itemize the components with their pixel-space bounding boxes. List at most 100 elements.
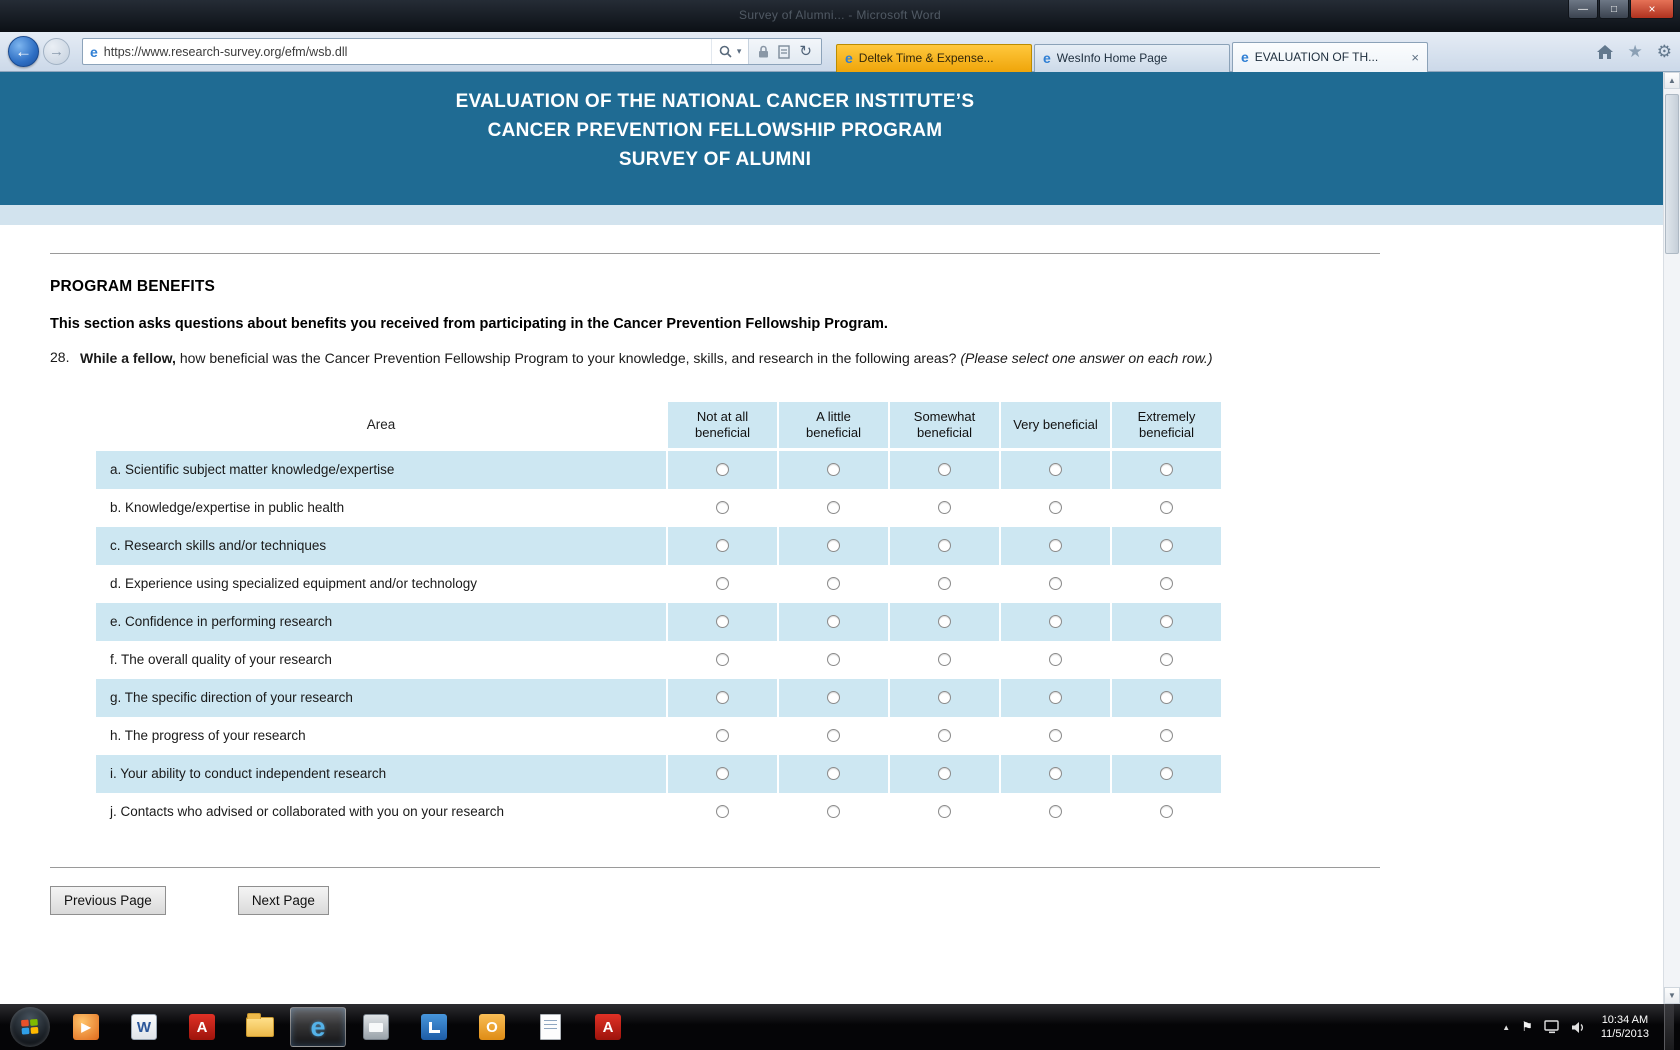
radio-button[interactable] (716, 501, 729, 515)
hidden-icons-caret-icon[interactable]: ▲ (1502, 1022, 1511, 1032)
address-search-controls[interactable]: ▾ (710, 39, 749, 64)
radio-button[interactable] (827, 653, 840, 667)
radio-button[interactable] (1160, 729, 1173, 743)
radio-cell (668, 565, 777, 603)
radio-button[interactable] (1160, 577, 1173, 591)
vertical-scrollbar[interactable]: ▲ ▼ (1663, 72, 1680, 1004)
radio-button[interactable] (1160, 539, 1173, 553)
scrollbar-thumb[interactable] (1665, 94, 1679, 254)
radio-button[interactable] (938, 577, 951, 591)
radio-button[interactable] (827, 729, 840, 743)
radio-button[interactable] (827, 577, 840, 591)
close-button[interactable]: × (1630, 0, 1674, 19)
radio-button[interactable] (716, 653, 729, 667)
action-center-flag-icon[interactable]: ⚑ (1521, 1019, 1533, 1034)
favorites-star-icon[interactable]: ★ (1627, 41, 1643, 61)
radio-button[interactable] (1160, 653, 1173, 667)
radio-button[interactable] (1160, 463, 1173, 477)
taskbar-word[interactable]: W (116, 1007, 172, 1047)
radio-button[interactable] (716, 615, 729, 629)
tab-wesinfo-home[interactable]: e WesInfo Home Page (1034, 43, 1230, 72)
address-tools: ↻ (748, 39, 821, 64)
radio-button[interactable] (827, 805, 840, 819)
previous-page-button[interactable]: Previous Page (50, 885, 166, 915)
radio-button[interactable] (716, 729, 729, 743)
radio-button[interactable] (716, 691, 729, 705)
radio-button[interactable] (1160, 767, 1173, 781)
radio-button[interactable] (938, 691, 951, 705)
radio-button[interactable] (938, 767, 951, 781)
browser-toolbar-right: ★ ⚙ (1596, 41, 1672, 62)
radio-button[interactable] (1049, 577, 1062, 591)
taskbar-adobe-reader[interactable]: A (174, 1007, 230, 1047)
radio-button[interactable] (1049, 653, 1062, 667)
radio-button[interactable] (1049, 615, 1062, 629)
search-dropdown-icon[interactable]: ▾ (736, 46, 742, 56)
tab-deltek-time-expense[interactable]: e Deltek Time & Expense... (836, 43, 1032, 72)
radio-button[interactable] (1049, 767, 1062, 781)
radio-button[interactable] (938, 539, 951, 553)
scroll-down-button[interactable]: ▼ (1664, 987, 1680, 1004)
tab-evaluation-active[interactable]: e EVALUATION OF TH... × (1232, 41, 1428, 72)
radio-button[interactable] (938, 805, 951, 819)
taskbar-blue-app[interactable] (406, 1007, 462, 1047)
radio-button[interactable] (1049, 501, 1062, 515)
radio-button[interactable] (716, 539, 729, 553)
minimize-button[interactable]: — (1568, 0, 1598, 19)
radio-button[interactable] (1049, 691, 1062, 705)
taskbar-clock[interactable]: 10:34 AM 11/5/2013 (1601, 1013, 1649, 1041)
radio-button[interactable] (938, 463, 951, 477)
radio-button[interactable] (938, 729, 951, 743)
radio-button[interactable] (1160, 501, 1173, 515)
url-input[interactable]: e https://www.research-survey.org/efm/ws… (83, 39, 711, 64)
start-button[interactable] (10, 1007, 50, 1047)
radio-button[interactable] (1160, 691, 1173, 705)
network-icon[interactable] (1544, 1020, 1560, 1034)
radio-button[interactable] (716, 805, 729, 819)
maximize-button[interactable]: □ (1599, 0, 1629, 19)
clock-date: 11/5/2013 (1600, 1028, 1649, 1040)
taskbar-gray-app[interactable] (348, 1007, 404, 1047)
radio-button[interactable] (716, 767, 729, 781)
radio-cell (668, 793, 777, 831)
lock-icon[interactable] (758, 45, 769, 58)
radio-button[interactable] (716, 577, 729, 591)
taskbar-acrobat[interactable]: A (580, 1007, 636, 1047)
radio-button[interactable] (716, 463, 729, 477)
radio-button[interactable] (938, 653, 951, 667)
taskbar-media-player[interactable]: ▶ (58, 1007, 114, 1047)
taskbar-notepad[interactable] (522, 1007, 578, 1047)
radio-cell (779, 526, 888, 565)
settings-gear-icon[interactable]: ⚙ (1656, 41, 1672, 61)
forward-button[interactable]: → (43, 38, 70, 65)
search-icon[interactable] (719, 45, 732, 58)
radio-button[interactable] (938, 501, 951, 515)
volume-icon[interactable] (1571, 1021, 1586, 1034)
row-label: h. The progress of your research (110, 728, 306, 744)
radio-button[interactable] (827, 501, 840, 515)
radio-button[interactable] (1160, 805, 1173, 819)
radio-button[interactable] (1049, 729, 1062, 743)
scroll-up-button[interactable]: ▲ (1664, 72, 1680, 89)
radio-button[interactable] (1049, 539, 1062, 553)
radio-button[interactable] (827, 463, 840, 477)
back-button[interactable]: ← (8, 36, 39, 67)
radio-button[interactable] (1160, 615, 1173, 629)
radio-button[interactable] (827, 539, 840, 553)
next-page-button[interactable]: Next Page (237, 885, 329, 915)
radio-button[interactable] (827, 615, 840, 629)
tab-close-icon[interactable]: × (1411, 49, 1419, 65)
radio-button[interactable] (938, 615, 951, 629)
address-bar[interactable]: e https://www.research-survey.org/efm/ws… (82, 38, 822, 65)
radio-button[interactable] (827, 767, 840, 781)
radio-button[interactable] (1049, 463, 1062, 477)
taskbar-internet-explorer[interactable]: e (290, 1007, 346, 1047)
radio-button[interactable] (1049, 805, 1062, 819)
taskbar-explorer-folder[interactable] (232, 1007, 288, 1047)
show-desktop-button[interactable] (1664, 1004, 1674, 1050)
compatibility-view-icon[interactable] (778, 44, 791, 59)
refresh-icon[interactable]: ↻ (799, 43, 812, 60)
home-icon[interactable] (1596, 44, 1614, 60)
taskbar-outlook[interactable]: O (464, 1007, 520, 1047)
radio-button[interactable] (827, 691, 840, 705)
